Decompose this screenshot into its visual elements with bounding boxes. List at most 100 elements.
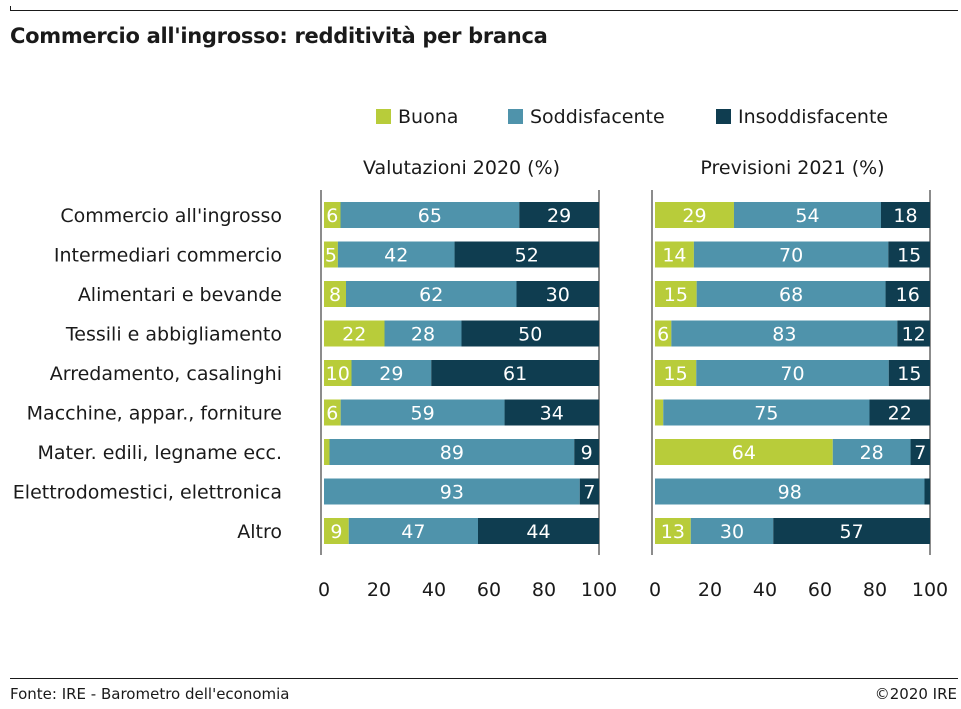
data-label: 28	[411, 324, 435, 346]
data-label: 83	[772, 324, 796, 346]
bar-segment-buona	[655, 360, 697, 386]
category-label: Commercio all'ingrosso	[60, 205, 282, 227]
data-label: 47	[401, 521, 425, 543]
data-label: 50	[518, 324, 542, 346]
x-tick-label: 0	[649, 579, 661, 601]
data-label: 29	[547, 205, 571, 227]
data-label: 89	[440, 442, 464, 464]
bar-segment-soddisfacente	[671, 320, 898, 347]
bar-segment-buona	[655, 399, 664, 426]
legend-label-buona: Buona	[398, 106, 458, 128]
bar-segment-soddisfacente	[832, 439, 911, 465]
data-label: 61	[503, 363, 527, 385]
bar-segment-soddisfacente	[655, 478, 925, 505]
panel-2: Previsioni 2021 (%) 0 20 40 60 80 100 29 54 18 14 7…	[649, 157, 948, 601]
data-label: 30	[546, 284, 570, 306]
bar-segment-insoddisfacente	[478, 518, 599, 544]
category-labels: Commercio all'ingrosso Intermediari comme…	[13, 205, 282, 543]
bar-segment-insoddisfacente	[773, 518, 930, 544]
bar-segment-insoddisfacente	[869, 399, 930, 426]
bar-segment-insoddisfacente	[431, 360, 599, 386]
data-label: 16	[896, 284, 920, 306]
data-label: 22	[342, 324, 366, 346]
bar-segment-soddisfacente	[733, 202, 881, 228]
bar-segment-buona	[655, 202, 734, 228]
bar-segment-soddisfacente	[346, 281, 517, 307]
bar-segment-insoddisfacente	[519, 202, 599, 228]
bar-segment-soddisfacente	[337, 241, 455, 268]
legend-label-insoddisfacente: Insoddisfacente	[738, 106, 888, 128]
data-label: 15	[897, 245, 921, 267]
category-label: Altro	[237, 521, 282, 543]
bar-segment-insoddisfacente	[461, 320, 599, 347]
data-label: 57	[840, 521, 864, 543]
bar-segment-soddisfacente	[340, 399, 505, 426]
bar-segment-buona	[324, 439, 330, 465]
category-label: Alimentari e bevande	[78, 284, 282, 306]
data-label: 7	[914, 442, 926, 464]
data-label: 6	[657, 324, 669, 346]
data-label: 52	[515, 245, 539, 267]
bar-segment-buona	[324, 281, 346, 307]
legend-swatch-soddisfacente	[508, 109, 523, 124]
data-label: 6	[326, 403, 338, 425]
x-tick-label: 80	[863, 579, 887, 601]
bar-segment-buona	[324, 241, 338, 268]
data-label: 8	[329, 284, 341, 306]
x-tick-label: 20	[698, 579, 722, 601]
bar-segment-insoddisfacente	[516, 281, 599, 307]
data-label: 15	[664, 363, 688, 385]
data-label: 54	[795, 205, 819, 227]
copyright-note: ©2020 IRE	[874, 685, 957, 703]
data-label: 59	[411, 403, 435, 425]
bar-segment-soddisfacente	[351, 360, 432, 386]
category-label: Mater. edili, legname ecc.	[37, 442, 282, 464]
x-tick-label: 40	[422, 579, 446, 601]
bar-segment-soddisfacente	[348, 518, 478, 544]
category-label: Intermediari commercio	[54, 245, 282, 267]
data-label: 13	[661, 521, 685, 543]
data-label: 22	[888, 403, 912, 425]
data-label: 10	[326, 363, 350, 385]
bar-segment-insoddisfacente	[574, 439, 599, 465]
bar-segment-soddisfacente	[329, 439, 575, 465]
category-label: Macchine, appar., forniture	[27, 403, 282, 425]
data-label: 30	[720, 521, 744, 543]
data-label: 42	[384, 245, 408, 267]
data-label: 68	[779, 284, 803, 306]
data-label: 44	[526, 521, 550, 543]
data-label: 64	[732, 442, 756, 464]
bar-segment-buona	[324, 202, 341, 228]
bar-segment-soddisfacente	[340, 202, 520, 228]
data-label: 29	[379, 363, 403, 385]
x-tick-label: 20	[367, 579, 391, 601]
bar-segment-buona	[655, 320, 672, 347]
category-label: Tessili e abbigliamento	[65, 324, 282, 346]
x-tick-label: 40	[753, 579, 777, 601]
bar-segment-buona	[324, 320, 385, 347]
bar-segment-insoddisfacente	[897, 320, 930, 347]
data-label: 29	[682, 205, 706, 227]
bar-segment-soddisfacente	[693, 241, 889, 268]
bar-segment-insoddisfacente	[888, 241, 930, 268]
bar-segment-buona	[655, 281, 697, 307]
bar-segment-buona	[655, 241, 694, 268]
data-label: 70	[779, 245, 803, 267]
bar-segment-insoddisfacente	[880, 202, 930, 228]
bar-segment-insoddisfacente	[910, 439, 930, 465]
x-tick-label: 100	[912, 579, 948, 601]
data-label: 93	[440, 482, 464, 504]
data-label: 9	[581, 442, 593, 464]
chart-title: Commercio all'ingrosso: redditività per …	[10, 24, 548, 48]
data-label: 6	[326, 205, 338, 227]
bar-segment-insoddisfacente	[885, 281, 930, 307]
data-label: 18	[893, 205, 917, 227]
top-rule-tick	[10, 6, 11, 11]
data-label: 98	[778, 482, 802, 504]
x-tick-label: 60	[477, 579, 501, 601]
bar-segment-buona	[324, 399, 341, 426]
legend-label-soddisfacente: Soddisfacente	[530, 106, 665, 128]
bottom-rule	[10, 678, 958, 679]
